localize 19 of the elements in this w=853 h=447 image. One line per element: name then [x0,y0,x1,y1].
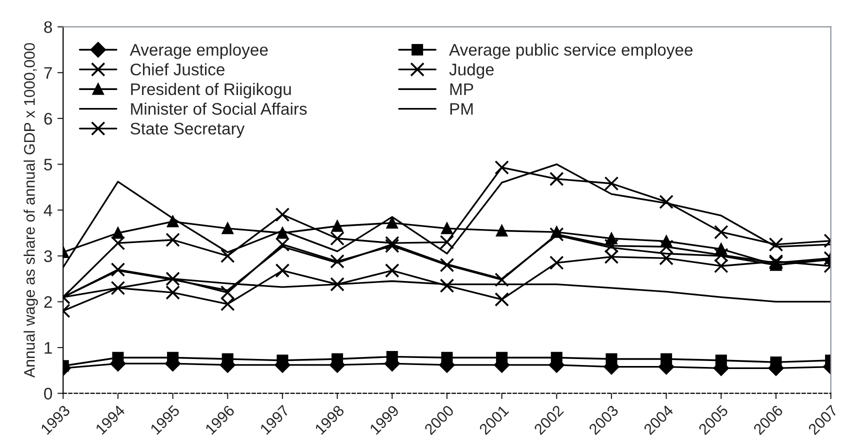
y-tick-label: 6 [44,112,52,125]
y-tick-label: 8 [44,21,52,34]
y-tick-label: 3 [44,250,52,262]
legend-label: Average public service employee [449,43,693,60]
y-tick-label: 7 [44,67,52,79]
y-tick-label: 2 [44,296,52,308]
legend-label: Chief Justice [130,63,224,76]
y-axis-title: Annual wage as share of annual GDP x 1000,000 [24,43,38,378]
y-tick-label: 4 [44,204,52,216]
y-tick-label: 1 [44,342,52,354]
legend-label: Judge [449,63,494,79]
y-tick-label: 5 [44,158,52,170]
legend-label: Average employee [130,43,268,60]
legend-label: President of Riigikogu [131,82,291,98]
legend-label: Minister of Social Affairs [131,102,307,115]
legend-label: State Secretary [130,122,245,138]
y-tick-label: 0 [44,388,52,400]
legend-label: PM [450,103,473,115]
legend-label: MP [450,84,474,95]
